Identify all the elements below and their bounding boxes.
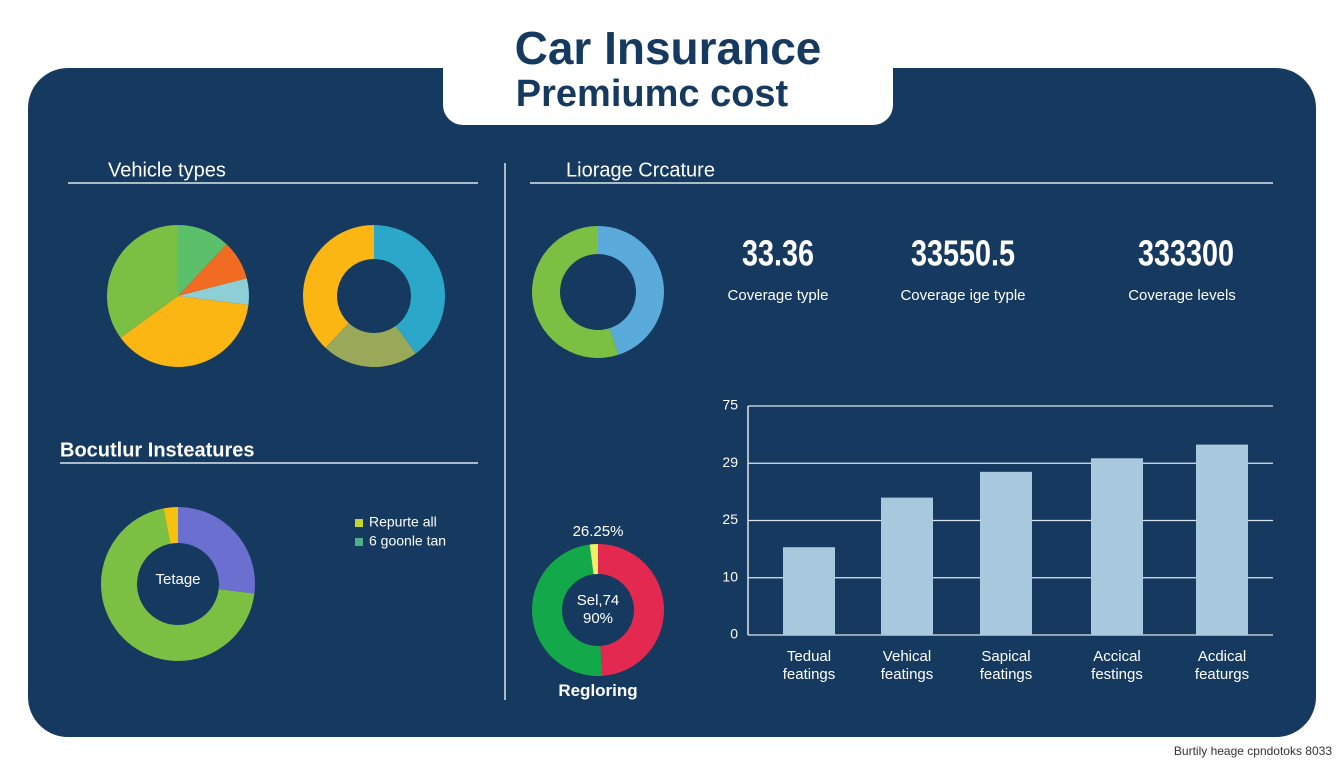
slice [325, 322, 416, 367]
y-tick-label: 25 [722, 511, 738, 527]
title-box [443, 36, 893, 125]
x-tick-label: Acdical featurgs [1194, 648, 1250, 683]
stat-value: 33550.5 [911, 232, 1015, 273]
x-tick-label: Accical festings [1091, 648, 1143, 683]
footer: Burtily heage cpndotoks 8033 [1174, 744, 1332, 758]
x-tick-label: Tedual featings [782, 648, 836, 683]
slice [178, 244, 247, 296]
slice [303, 225, 374, 348]
slice [532, 226, 619, 358]
legend-label: 6 goonle tan [369, 533, 446, 549]
bar [1196, 444, 1248, 635]
legend-swatch [355, 538, 363, 546]
bar [1091, 458, 1143, 635]
stat-label: Coverage typle [728, 287, 829, 304]
slice [178, 278, 249, 305]
annotation: Tetage [155, 571, 201, 588]
slice [598, 544, 665, 676]
legend-swatch [355, 519, 363, 527]
stat-label: Coverage levels [1128, 287, 1236, 304]
slice [178, 507, 256, 594]
stat-value: 333300 [1138, 232, 1234, 273]
slice [589, 544, 598, 575]
subtitle: Premiumc cost [516, 73, 789, 115]
stat-value: 33.36 [742, 232, 814, 273]
bar [980, 471, 1032, 635]
section-title: Liorage Crcature [566, 159, 715, 181]
slice [120, 296, 249, 367]
annotation: 26.25% [572, 523, 624, 540]
slice [107, 225, 178, 338]
y-tick-label: 29 [722, 454, 738, 470]
y-tick-label: 75 [722, 397, 738, 413]
title: Car Insurance [515, 22, 822, 74]
annotation: Sel,74 90% [576, 592, 620, 627]
y-tick-label: 10 [722, 568, 738, 584]
y-tick-label: 0 [730, 626, 738, 642]
slice [163, 507, 178, 544]
stat-label: Coverage ige typle [900, 287, 1025, 304]
chart-title: Regloring [558, 680, 638, 700]
bar [783, 547, 835, 635]
x-tick-label: Vehical featings [880, 648, 934, 683]
x-tick-label: Sapical featings [979, 648, 1033, 683]
slice [532, 544, 603, 676]
bar [881, 497, 933, 635]
slice [101, 508, 255, 661]
section-title: Bocutlur Insteatures [60, 439, 254, 461]
slice [598, 226, 665, 355]
slice [374, 225, 445, 354]
slice [178, 225, 227, 296]
section-title: Vehicle types [108, 159, 226, 181]
legend-label: Repurte all [369, 514, 437, 530]
